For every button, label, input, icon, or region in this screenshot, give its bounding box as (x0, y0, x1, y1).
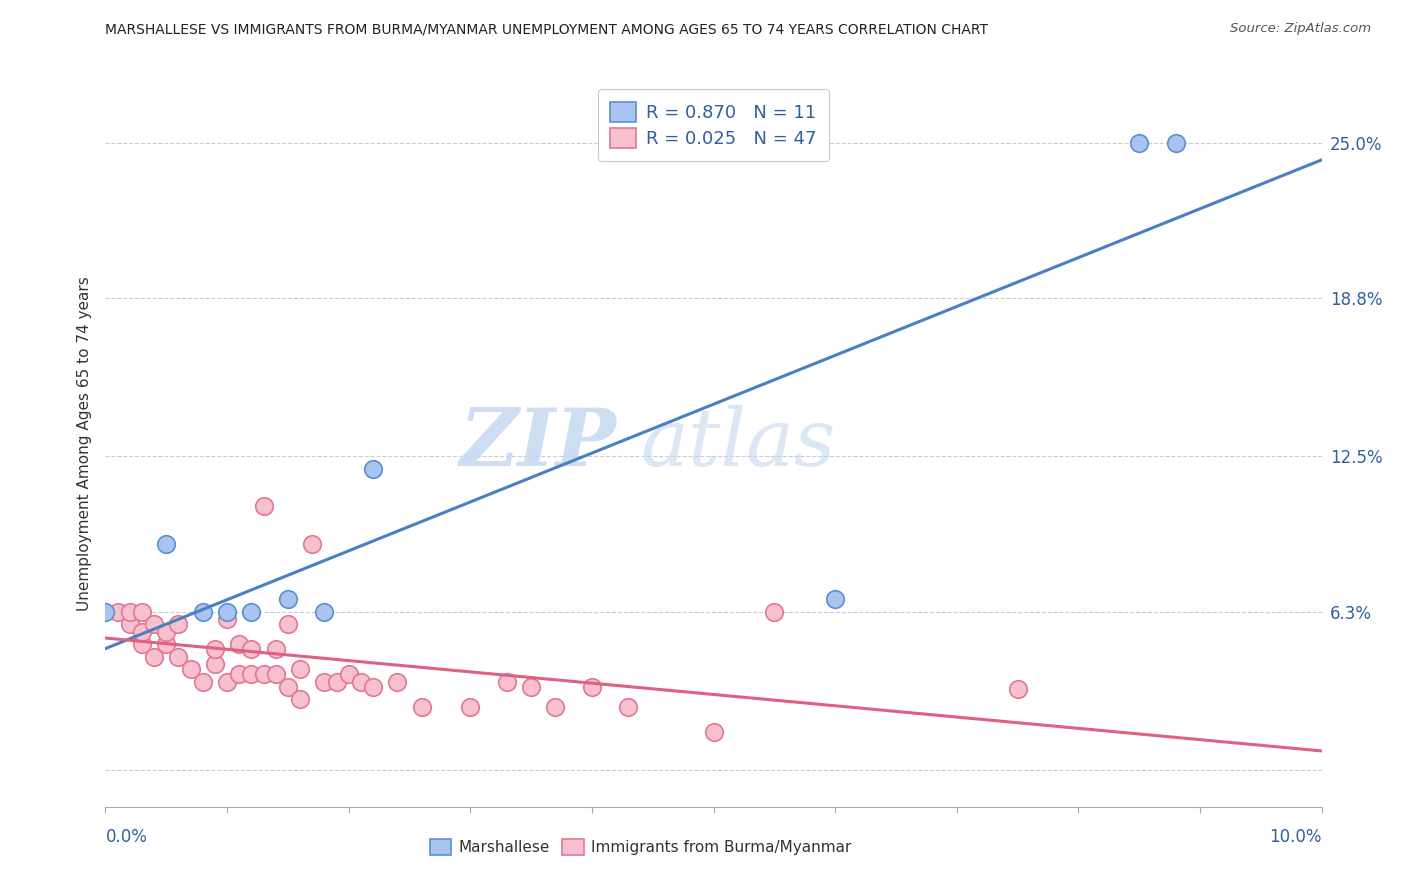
Point (155, 624, 177, 639)
Point (264, 667, 287, 681)
Point (143, 649, 166, 664)
Point (217, 674, 239, 689)
Point (118, 605, 141, 619)
Point (167, 649, 190, 664)
Text: ZIP: ZIP (460, 405, 616, 483)
Point (387, 674, 409, 689)
Point (411, 700, 433, 714)
Text: 10.0%: 10.0% (1270, 828, 1322, 846)
Text: MARSHALLESE VS IMMIGRANTS FROM BURMA/MYANMAR UNEMPLOYMENT AMONG AGES 65 TO 74 YE: MARSHALLESE VS IMMIGRANTS FROM BURMA/MYA… (105, 22, 988, 37)
Point (325, 674, 347, 689)
Point (94, 605, 117, 619)
Point (228, 667, 250, 681)
Point (763, 605, 786, 619)
Point (155, 537, 177, 551)
Point (118, 617, 141, 632)
Point (264, 642, 287, 657)
Point (155, 637, 177, 651)
Legend: Marshallese, Immigrants from Burma/Myanmar: Marshallese, Immigrants from Burma/Myanm… (423, 833, 858, 862)
Point (131, 605, 153, 619)
Point (228, 637, 250, 651)
Point (180, 662, 202, 676)
Point (361, 680, 384, 694)
Text: Source: ZipAtlas.com: Source: ZipAtlas.com (1230, 22, 1371, 36)
Point (544, 700, 567, 714)
Point (252, 500, 274, 514)
Text: 0.0%: 0.0% (105, 828, 148, 846)
Point (217, 605, 239, 619)
Point (495, 674, 517, 689)
Point (1164, 136, 1187, 150)
Point (361, 462, 384, 476)
Point (824, 592, 846, 607)
Point (301, 537, 323, 551)
Point (288, 662, 311, 676)
Point (204, 642, 226, 657)
Point (252, 667, 274, 681)
Point (107, 605, 129, 619)
Point (277, 680, 299, 694)
Point (1128, 136, 1150, 150)
Point (314, 605, 336, 619)
Point (217, 612, 239, 626)
Point (581, 680, 603, 694)
Point (277, 592, 299, 607)
Point (240, 642, 263, 657)
Point (1007, 682, 1029, 697)
Point (350, 674, 373, 689)
Point (204, 657, 226, 672)
Point (702, 725, 725, 739)
Point (458, 700, 481, 714)
Point (314, 674, 336, 689)
Y-axis label: Unemployment Among Ages 65 to 74 years: Unemployment Among Ages 65 to 74 years (76, 277, 91, 611)
Text: atlas: atlas (641, 405, 837, 483)
Point (240, 605, 263, 619)
Point (617, 700, 640, 714)
Point (277, 617, 299, 632)
Point (131, 637, 153, 651)
Point (288, 692, 311, 706)
Point (143, 617, 166, 632)
Point (240, 667, 263, 681)
Point (520, 680, 543, 694)
Point (191, 674, 214, 689)
Point (131, 624, 153, 639)
Point (167, 617, 190, 632)
Point (191, 605, 214, 619)
Point (337, 667, 360, 681)
